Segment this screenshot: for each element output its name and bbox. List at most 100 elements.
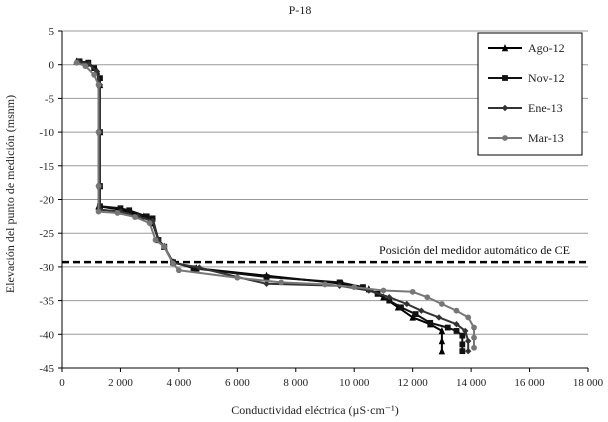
point-mar-13-19 (409, 288, 416, 295)
point-mar-13-13 (175, 267, 182, 274)
legend-label-ago-12: Ago-12 (528, 41, 565, 55)
x-tick-label-7: 14 000 (456, 377, 487, 389)
point-ene-13-19 (403, 300, 411, 308)
annotation: Posición del medidor automático de CE (62, 243, 588, 264)
point-nov-12-26 (459, 341, 466, 348)
x-tick-label-9: 18 000 (573, 377, 604, 389)
legend-marker-nov-12 (502, 75, 508, 81)
point-mar-13-15 (278, 279, 285, 286)
point-mar-13-25 (471, 334, 477, 341)
point-mar-13-18 (380, 287, 387, 294)
legend-marker-ene-13 (501, 104, 509, 112)
point-nov-12-3 (97, 75, 103, 82)
y-tick-label-8: -35 (39, 296, 54, 308)
y-tick-label-10: -45 (39, 363, 54, 375)
y-tick-label-3: -10 (39, 127, 54, 139)
axes (58, 30, 589, 372)
point-mar-13-0 (73, 59, 80, 66)
medidor-annotation-label: Posición del medidor automático de CE (379, 243, 570, 257)
x-tick-label-4: 8 000 (283, 377, 308, 389)
point-ago-12-19 (409, 313, 416, 321)
y-tick-label-4: -15 (39, 161, 54, 173)
y-tick-label-0: 5 (49, 26, 55, 38)
point-mar-13-24 (471, 324, 477, 331)
x-axis-title: Conductividad eléctrica (µS·cm⁻¹) (231, 403, 398, 417)
point-mar-13-8 (132, 214, 138, 220)
point-ago-12-22 (438, 337, 446, 345)
y-tick-label-2: -5 (45, 93, 55, 105)
y-tick-label-7: -30 (39, 262, 54, 274)
point-mar-13-4 (95, 129, 102, 136)
x-tick-label-3: 6 000 (225, 377, 250, 389)
point-mar-13-1 (82, 63, 89, 69)
point-nov-12-19 (386, 297, 393, 304)
point-mar-13-20 (424, 294, 431, 301)
x-tick-label-5: 10 000 (339, 377, 370, 389)
point-mar-13-26 (471, 344, 477, 351)
point-mar-13-5 (95, 183, 102, 189)
point-nov-12-23 (444, 324, 451, 331)
point-mar-13-12 (170, 260, 176, 267)
point-mar-13-9 (146, 220, 153, 226)
point-mar-13-23 (465, 314, 472, 321)
point-nov-12-14 (190, 265, 197, 272)
point-nov-12-24 (453, 328, 460, 334)
point-mar-13-7 (114, 210, 121, 216)
point-nov-12-15 (263, 274, 270, 280)
point-ene-13-21 (435, 314, 443, 321)
point-mar-13-2 (91, 71, 98, 78)
point-mar-13-11 (161, 243, 168, 250)
point-mar-13-21 (438, 301, 445, 307)
point-mar-13-14 (234, 274, 241, 281)
point-ene-13-22 (453, 320, 460, 328)
legend: Ago-12 Nov-12 Ene-13 Mar-13 (477, 32, 583, 156)
y-axis-title: Elevación del punto de medición (msnm) (3, 95, 17, 293)
point-nov-12-9 (143, 213, 150, 220)
point-ene-13-15 (263, 280, 270, 287)
x-tick-label-6: 12 000 (398, 377, 429, 389)
point-mar-13-10 (152, 237, 159, 243)
x-tick-label-2: 4 000 (167, 377, 192, 389)
point-nov-12-22 (427, 319, 434, 326)
point-mar-13-17 (351, 284, 358, 291)
point-ene-13-23 (462, 327, 469, 335)
legend-marker-mar-13 (502, 135, 508, 141)
point-ene-13-18 (386, 294, 393, 301)
legend-marker-ago-12 (501, 44, 509, 52)
legend-box (477, 32, 583, 156)
point-ene-13-24 (464, 337, 472, 345)
y-tick-label-5: -20 (39, 195, 54, 207)
point-mar-13-3 (95, 82, 102, 88)
point-mar-13-16 (322, 281, 328, 288)
x-tick-label-0: 0 (59, 377, 65, 389)
y-tick-label-1: 0 (49, 60, 55, 72)
legend-label-ene-13: Ene-13 (528, 101, 563, 115)
point-nov-12-20 (398, 304, 404, 311)
series-line-ene-13 (77, 60, 470, 352)
point-nov-12-8 (126, 207, 133, 214)
legend-label-nov-12: Nov-12 (528, 71, 565, 85)
y-tick-label-6: -25 (39, 228, 54, 240)
point-mar-13-22 (453, 307, 460, 314)
point-ene-13-1 (85, 60, 92, 68)
point-nov-12-16 (336, 279, 343, 286)
point-ene-13-25 (464, 347, 472, 355)
point-nov-12-21 (412, 311, 419, 317)
tick-labels: 5 0 -5 -10 -15 -20 -25 -30 -35 -40 -45 0 2 000 4 000 6… (39, 26, 603, 389)
y-tick-label-9: -40 (39, 329, 54, 341)
legend-label-mar-13: Mar-13 (528, 131, 564, 145)
point-ago-12-21 (438, 326, 446, 335)
point-mar-13-6 (95, 208, 102, 215)
point-ene-13-20 (418, 307, 425, 314)
point-nov-12-25 (459, 332, 466, 339)
point-ago-12-23 (438, 347, 446, 355)
series-mar-13 (73, 59, 477, 351)
series (73, 57, 477, 355)
x-tick-label-1: 2 000 (108, 377, 133, 389)
point-nov-12-7 (117, 205, 124, 212)
point-ene-13-13 (196, 264, 203, 271)
point-nov-12-27 (459, 348, 466, 355)
chart-title: P-18 (289, 3, 312, 17)
x-tick-label-8: 16 000 (514, 377, 545, 389)
